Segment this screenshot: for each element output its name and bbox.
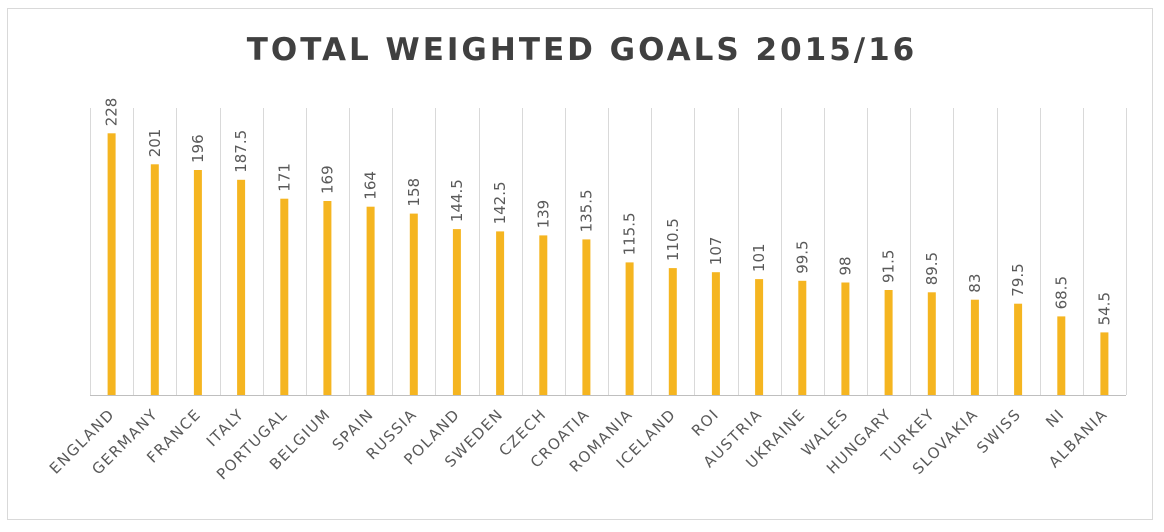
bar-germany [150,164,159,395]
data-label: 201 [146,129,164,158]
bar-czech [539,235,548,395]
bar-belgium [323,201,332,395]
bar-romania [625,262,634,395]
bar-wales [841,282,850,395]
data-label: 99.5 [793,240,811,273]
data-label: 142.5 [491,181,509,224]
data-label: 196 [189,134,207,163]
x-tick-label: NI [1042,405,1068,431]
bar-france [193,170,202,395]
bar-iceland [668,268,677,395]
data-label: 79.5 [1009,263,1027,296]
data-label: 107 [707,237,725,266]
bar-ni [1057,316,1066,395]
bar-russia [409,213,418,395]
data-label: 187.5 [232,130,250,173]
x-tick-label: SWISS [973,405,1025,457]
data-label: 171 [275,163,293,192]
bar-slovakia [970,299,979,395]
x-tick-label: ROI [688,405,723,440]
data-label: 115.5 [621,212,639,255]
bar-ukraine [798,280,807,395]
bar-sweden [496,231,505,395]
data-label: 228 [103,98,121,127]
data-label: 91.5 [880,250,898,283]
bar-turkey [927,292,936,395]
bar-spain [366,206,375,395]
bar-albania [1100,332,1109,395]
bar-italy [237,179,246,395]
bar-poland [452,229,461,395]
data-label: 89.5 [923,252,941,285]
data-label: 158 [405,178,423,207]
data-label: 83 [966,274,984,293]
bar-swiss [1014,303,1023,395]
chart-title: TOTAL WEIGHTED GOALS 2015/16 [246,32,918,68]
bar-england [107,133,116,396]
data-label: 139 [534,200,552,229]
data-label: 144.5 [448,179,466,222]
data-label: 110.5 [664,218,682,261]
data-label: 68.5 [1052,276,1070,309]
bar-roi [711,272,720,395]
data-label: 135.5 [577,189,595,232]
bar-portugal [280,198,289,395]
bar-croatia [582,239,591,395]
data-label: 98 [836,256,854,275]
bar-austria [755,279,764,395]
data-label: 101 [750,243,768,272]
data-label: 54.5 [1095,292,1113,325]
data-label: 164 [362,171,380,200]
data-label: 169 [318,165,336,194]
bar-hungary [884,290,893,395]
